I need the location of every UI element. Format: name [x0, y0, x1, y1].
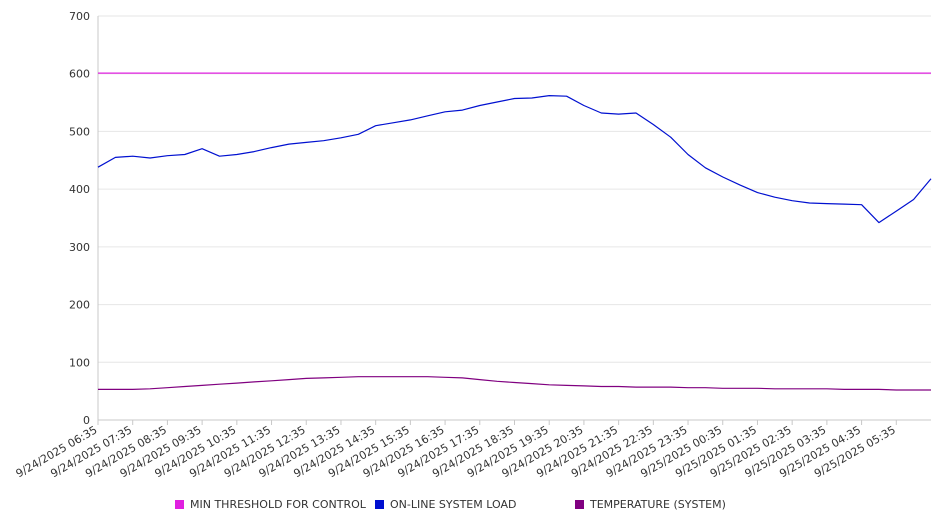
y-tick-label: 400 — [69, 183, 90, 196]
y-tick-label: 100 — [69, 356, 90, 369]
y-tick-label: 500 — [69, 125, 90, 138]
y-axis-tick-labels: 0 100 200 300 400 500 600 700 — [69, 10, 90, 427]
series-line-system-load — [97, 94, 932, 224]
legend-swatch-temperature — [575, 500, 584, 509]
axes — [97, 16, 931, 425]
y-tick-label: 0 — [83, 414, 90, 427]
legend-swatch-threshold — [175, 500, 184, 509]
y-tick-label: 200 — [69, 299, 90, 312]
legend-item-threshold: MIN THRESHOLD FOR CONTROL — [175, 498, 366, 511]
series-lines — [97, 72, 932, 391]
legend-swatch-system-load — [375, 500, 384, 509]
legend: MIN THRESHOLD FOR CONTROL ON-LINE SYSTEM… — [0, 498, 946, 516]
legend-label-threshold: MIN THRESHOLD FOR CONTROL — [190, 498, 366, 511]
gridlines — [98, 15, 931, 363]
y-tick-label: 300 — [69, 241, 90, 254]
series-line-temperature — [98, 376, 931, 391]
y-tick-label: 700 — [69, 10, 90, 23]
legend-item-system-load: ON-LINE SYSTEM LOAD — [375, 498, 516, 511]
legend-label-temperature: TEMPERATURE (SYSTEM) — [590, 498, 726, 511]
legend-label-system-load: ON-LINE SYSTEM LOAD — [390, 498, 517, 511]
x-axis-tick-labels: 9/24/2025 06:359/24/2025 07:359/24/2025 … — [14, 423, 898, 480]
legend-item-temperature: TEMPERATURE (SYSTEM) — [575, 498, 726, 511]
y-tick-label: 600 — [69, 68, 90, 81]
